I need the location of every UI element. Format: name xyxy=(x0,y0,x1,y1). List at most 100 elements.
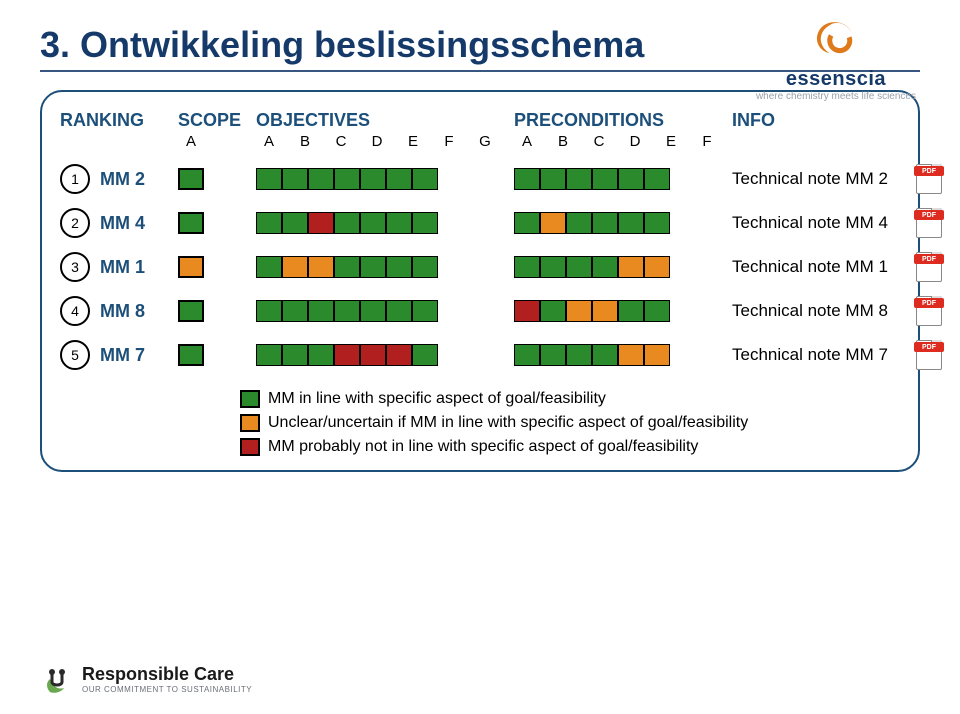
pdf-icon[interactable]: PDF xyxy=(916,296,942,326)
cell xyxy=(282,256,308,278)
pdf-icon[interactable]: PDF xyxy=(916,252,942,282)
cell xyxy=(178,256,204,278)
cell xyxy=(178,344,204,366)
cell xyxy=(566,344,592,366)
letter: G xyxy=(472,133,498,150)
cell xyxy=(308,300,334,322)
cell xyxy=(360,344,386,366)
letter: A xyxy=(514,133,540,150)
cell xyxy=(540,344,566,366)
cell xyxy=(334,300,360,322)
cell xyxy=(644,300,670,322)
rank-cell: 4MM 8 xyxy=(60,296,170,326)
scope-letters: A xyxy=(178,133,248,150)
rank-number: 2 xyxy=(60,208,90,238)
cell xyxy=(334,344,360,366)
cell-strip xyxy=(514,212,724,234)
letter: D xyxy=(364,133,390,150)
rank-number: 3 xyxy=(60,252,90,282)
cell xyxy=(540,212,566,234)
letter: C xyxy=(328,133,354,150)
info-text: Technical note MM 7 xyxy=(732,345,888,365)
cell xyxy=(308,256,334,278)
cell xyxy=(386,212,412,234)
cell xyxy=(282,168,308,190)
cell-strip xyxy=(256,344,506,366)
cell xyxy=(256,256,282,278)
pdf-icon[interactable]: PDF xyxy=(916,340,942,370)
cell xyxy=(566,256,592,278)
cell xyxy=(412,168,438,190)
info-text: Technical note MM 2 xyxy=(732,169,888,189)
cell xyxy=(540,168,566,190)
info-cell: Technical note MM 7 PDF xyxy=(732,340,942,370)
mm-label: MM 7 xyxy=(100,345,145,366)
mm-label: MM 4 xyxy=(100,213,145,234)
cell xyxy=(412,212,438,234)
cell xyxy=(334,212,360,234)
legend-item: MM probably not in line with specific as… xyxy=(240,438,900,456)
mm-label: MM 2 xyxy=(100,169,145,190)
cell xyxy=(514,256,540,278)
letter: B xyxy=(550,133,576,150)
col-info: INFO xyxy=(732,110,942,131)
cell-strip xyxy=(178,300,248,322)
rows-container: 1MM 2Technical note MM 2PDF2MM 4Technica… xyxy=(60,164,900,370)
cell xyxy=(514,300,540,322)
rank-cell: 2 MM 4 xyxy=(60,208,170,238)
cell xyxy=(514,168,540,190)
cell xyxy=(592,168,618,190)
info-cell: Technical note MM 1 PDF xyxy=(732,252,942,282)
legend-swatch xyxy=(240,390,260,408)
sub-letters-row: A ABCDEFG ABCDEF xyxy=(60,133,900,150)
info-text: Technical note MM 8 xyxy=(732,301,888,321)
letter: A xyxy=(178,133,204,150)
cell xyxy=(412,300,438,322)
legend-item: MM in line with specific aspect of goal/… xyxy=(240,390,900,408)
cell xyxy=(308,212,334,234)
cell-strip xyxy=(178,256,248,278)
cell xyxy=(334,168,360,190)
cell-strip xyxy=(256,212,506,234)
cell-strip xyxy=(514,344,724,366)
rank-cell: 5MM 7 xyxy=(60,340,170,370)
info-text: Technical note MM 4 xyxy=(732,213,888,233)
cell-strip xyxy=(514,256,724,278)
rank-cell: 1MM 2 xyxy=(60,164,170,194)
cell xyxy=(256,300,282,322)
cell-strip xyxy=(514,300,724,322)
cell xyxy=(386,256,412,278)
cell xyxy=(308,344,334,366)
legend-text: MM in line with specific aspect of goal/… xyxy=(268,390,606,408)
brand-tagline: where chemistry meets life sciences xyxy=(756,91,916,102)
letter: E xyxy=(400,133,426,150)
mm-label: MM 8 xyxy=(100,301,145,322)
ranking-row: 4MM 8Technical note MM 8PDF xyxy=(60,296,900,326)
legend-text: MM probably not in line with specific as… xyxy=(268,438,698,456)
cell xyxy=(540,256,566,278)
brand-name: essenscia xyxy=(756,68,916,91)
cell xyxy=(592,212,618,234)
legend: MM in line with specific aspect of goal/… xyxy=(240,390,900,456)
cell xyxy=(360,300,386,322)
cell-strip xyxy=(178,212,248,234)
footer-brand: Responsible Care xyxy=(82,664,252,685)
cell xyxy=(618,344,644,366)
cell xyxy=(566,212,592,234)
cell xyxy=(618,256,644,278)
pdf-icon[interactable]: PDF xyxy=(916,208,942,238)
info-text: Technical note MM 1 xyxy=(732,257,888,277)
cell-strip xyxy=(256,168,506,190)
column-headers: RANKING SCOPE OBJECTIVES PRECONDITIONS I… xyxy=(60,110,900,131)
info-cell: Technical note MM 2 PDF xyxy=(732,164,942,194)
col-scope: SCOPE xyxy=(178,110,248,131)
cell xyxy=(618,168,644,190)
cell xyxy=(412,256,438,278)
footer-tagline: OUR COMMITMENT TO SUSTAINABILITY xyxy=(82,685,252,694)
cell xyxy=(178,212,204,234)
pdf-icon[interactable]: PDF xyxy=(916,164,942,194)
cell xyxy=(256,344,282,366)
cell-strip xyxy=(256,300,506,322)
cell xyxy=(618,300,644,322)
cell-strip xyxy=(256,256,506,278)
